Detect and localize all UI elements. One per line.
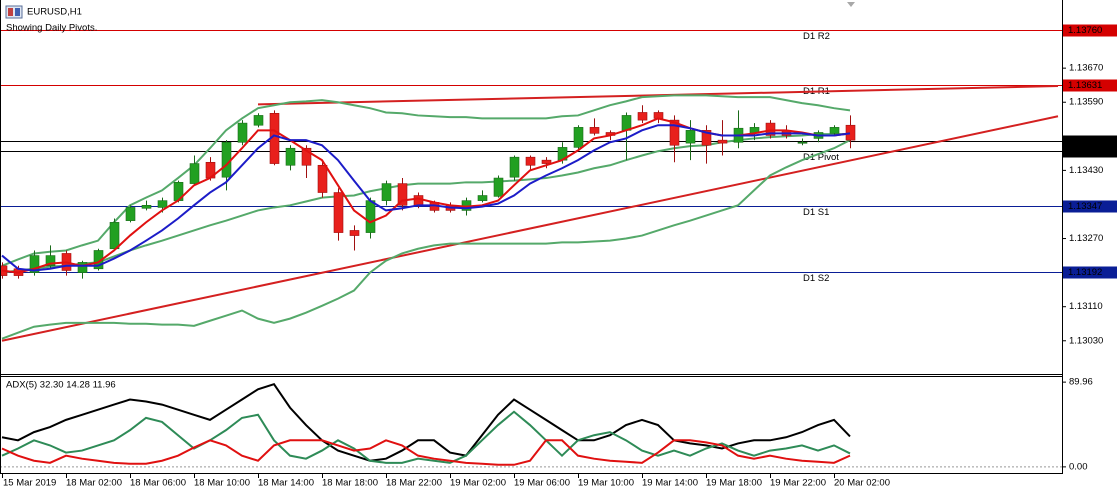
candle-body <box>541 159 552 164</box>
candle-body <box>637 112 648 121</box>
candle-body <box>125 207 136 221</box>
x-tick-label: 18 Mar 14:00 <box>258 478 314 489</box>
pivot-line-box <box>1063 266 1117 279</box>
candle-body <box>333 192 344 233</box>
x-tick-label: 18 Mar 02:00 <box>66 478 122 489</box>
candle-body <box>525 156 536 166</box>
pivot-line-value: 1.13760 <box>1068 25 1102 36</box>
x-tick-label: 19 Mar 02:00 <box>450 478 506 489</box>
pivot-line-box <box>1063 24 1117 37</box>
candle-body <box>221 141 232 178</box>
x-tick-label: 19 Mar 10:00 <box>578 478 634 489</box>
candle-body <box>829 127 840 134</box>
x-tick-label: 18 Mar 10:00 <box>194 478 250 489</box>
symbol-icon <box>5 5 23 19</box>
y-tick-label: 89.96 <box>1069 377 1093 388</box>
y-tick-label: 1.13110 <box>1069 301 1103 312</box>
candle-body <box>509 156 520 178</box>
x-tick-label: 18 Mar 18:00 <box>322 478 378 489</box>
candle-body <box>397 183 408 206</box>
candle-body <box>589 127 600 134</box>
indicator-line <box>1 439 851 466</box>
candle-body <box>45 255 56 267</box>
band-line <box>1 94 851 267</box>
candle-body <box>573 127 584 148</box>
band-line <box>1 139 851 340</box>
candle-body <box>189 163 200 184</box>
pivot-line-value: 1.13192 <box>1068 267 1102 278</box>
candle-body <box>141 205 152 209</box>
candle-body <box>365 200 376 233</box>
pivot-line-value: 1.13476 <box>1068 146 1102 157</box>
y-tick-label: 1.13430 <box>1069 165 1103 176</box>
candle-body <box>349 230 360 236</box>
candle-body <box>77 262 88 273</box>
candle-body <box>701 130 712 146</box>
shift-marker <box>847 2 855 7</box>
pivot-line-box <box>1063 79 1117 92</box>
y-tick-label: 1.13270 <box>1069 233 1103 244</box>
candle-body <box>477 195 488 201</box>
indicator-title: ADX(5) 32.30 14.28 11.96 <box>6 380 116 391</box>
x-tick-label: 19 Mar 14:00 <box>642 478 698 489</box>
x-tick-label: 19 Mar 06:00 <box>514 478 570 489</box>
chart-title: EURUSD,H1 <box>27 7 82 18</box>
candle-body <box>29 255 40 273</box>
pivot-line-value: 1.13631 <box>1068 80 1102 91</box>
x-tick-label: 15 Mar 2019 <box>3 478 56 489</box>
candle-body <box>717 139 728 144</box>
y-tick-label: 1.13030 <box>1069 335 1103 346</box>
x-tick-label: 18 Mar 06:00 <box>130 478 186 489</box>
candle-body <box>669 119 680 146</box>
candle-body <box>157 200 168 208</box>
pivot-line-label: D1 S2 <box>803 273 829 284</box>
candle-body <box>381 183 392 201</box>
candle-body <box>621 115 632 131</box>
candle-body <box>845 124 856 141</box>
candle-body <box>685 130 696 144</box>
y-tick-label: 1.13670 <box>1069 63 1103 74</box>
axes: 1.13670 1.13590 1.13430 1.13270 1.13110 1.130… <box>2 24 1117 489</box>
candle-body <box>237 122 248 143</box>
candle-body <box>109 222 120 250</box>
trend-line <box>257 85 1059 106</box>
x-tick-label: 19 Mar 22:00 <box>770 478 826 489</box>
pivot-line-value: 1.13347 <box>1068 201 1102 212</box>
candle-body <box>797 141 808 144</box>
candle-body <box>493 177 504 197</box>
candle-body <box>765 122 776 136</box>
x-tick-label: 18 Mar 22:00 <box>386 478 442 489</box>
candle-body <box>413 195 424 206</box>
indicator-line <box>1 382 851 462</box>
candle-body <box>317 164 328 193</box>
moving-average <box>1 124 851 272</box>
adx-plot <box>0 382 1062 468</box>
pivot-line-label: D1 Pivot <box>803 152 839 163</box>
candle-body <box>253 115 264 126</box>
price-line-box <box>1063 135 1117 148</box>
y-tick-label: 1.13590 <box>1069 97 1103 108</box>
pivot-line-label: D1 S1 <box>803 207 829 218</box>
x-tick-label: 20 Mar 02:00 <box>834 478 890 489</box>
candle-body <box>301 147 312 166</box>
chart-subtitle: Showing Daily Pivots. <box>6 23 97 34</box>
pivot-line-box <box>1063 145 1117 158</box>
indicator-line <box>1 410 851 464</box>
pivot-line-label: D1 R2 <box>803 31 830 42</box>
trend-line <box>1 115 1059 342</box>
x-tick-label: 19 Mar 18:00 <box>706 478 762 489</box>
price-line-value: 1.13499 <box>1068 136 1102 147</box>
candle-body <box>285 147 296 166</box>
pivot-line-box <box>1063 200 1117 213</box>
y-tick-label: 0.00 <box>1069 461 1088 472</box>
